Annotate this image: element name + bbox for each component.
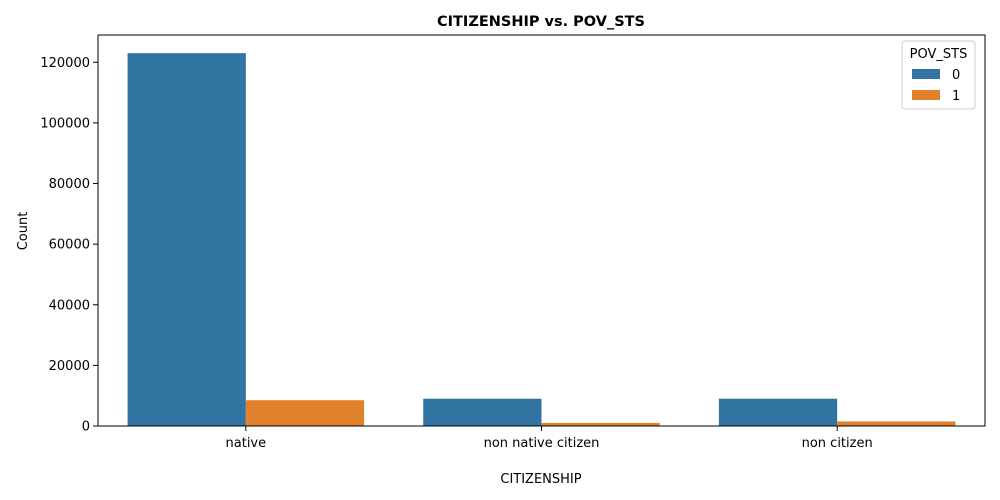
bars xyxy=(127,53,956,426)
x-tick-label: native xyxy=(226,436,267,451)
x-axis-label: CITIZENSHIP xyxy=(500,472,581,487)
legend-title: POV_STS xyxy=(910,47,968,62)
y-tick-label: 0 xyxy=(82,420,90,435)
x-tick-label: non native citizen xyxy=(484,436,600,451)
bar-native-series-0 xyxy=(127,53,246,426)
y-axis-label: Count xyxy=(16,212,31,251)
bar-native-series-1 xyxy=(245,400,365,426)
legend-label-0: 0 xyxy=(952,68,960,83)
y-tick-label: 40000 xyxy=(49,298,90,313)
plot-frame xyxy=(97,34,986,427)
bar-non-citizen-series-1 xyxy=(837,421,956,426)
axes: native non native citizen non citizen 0 2000… xyxy=(40,34,986,451)
y-tick-label: 80000 xyxy=(49,177,90,192)
y-tick-label: 20000 xyxy=(49,359,90,374)
legend: POV_STS 0 1 xyxy=(901,40,976,110)
legend-swatch-1 xyxy=(912,90,940,100)
legend-label-1: 1 xyxy=(952,89,960,104)
y-tick-label: 60000 xyxy=(49,238,90,253)
legend-swatch-0 xyxy=(912,69,940,79)
x-tick-label: non citizen xyxy=(802,436,873,451)
y-tick-label: 100000 xyxy=(40,116,90,131)
bar-non-native-citizen-series-1 xyxy=(541,422,660,426)
chart-title: CITIZENSHIP vs. POV_STS xyxy=(437,14,645,30)
bar-non-citizen-series-0 xyxy=(718,398,838,426)
y-tick-label: 120000 xyxy=(40,56,90,71)
bar-non-native-citizen-series-0 xyxy=(423,398,542,426)
